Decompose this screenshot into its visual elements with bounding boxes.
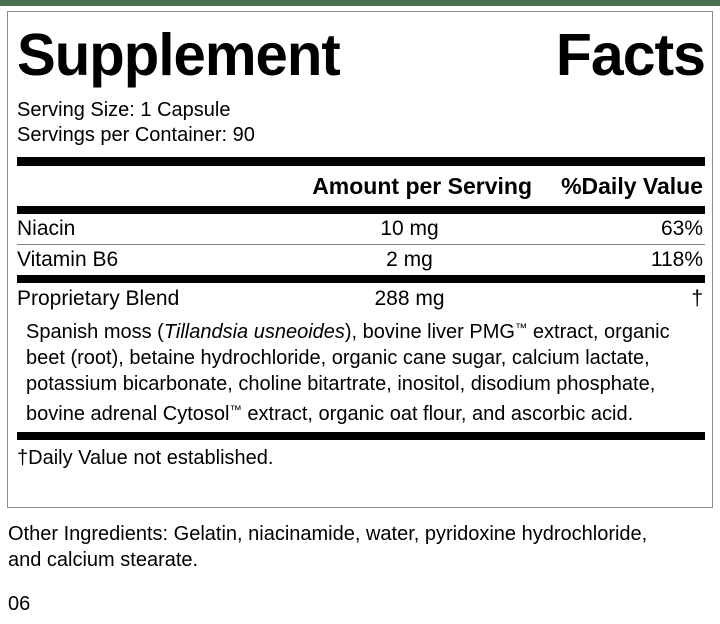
table-header-row: Amount per Serving %Daily Value: [17, 166, 705, 206]
blend-text-e: extract, organic oat flour, and ascorbic…: [241, 403, 634, 426]
serving-info: Serving Size: 1 Capsule Servings per Con…: [17, 98, 705, 148]
blend-amount: 288 mg: [374, 287, 445, 310]
blend-ingredients-line-3: potassium bicarbonate, choline bitartrat…: [26, 373, 656, 396]
supplement-facts-panel: Supplement Facts Serving Size: 1 Capsule…: [7, 11, 713, 508]
nutrient-daily-value: 63%: [660, 217, 703, 240]
blend-daily-value-dagger: †: [691, 287, 703, 310]
table-row: Vitamin B6 2 mg 118%: [17, 245, 705, 275]
blend-text-b: ), bovine liver PMG: [344, 321, 515, 344]
header-cell-amount: Amount per Serving: [312, 173, 532, 199]
rule-between-nutrients: [17, 244, 705, 245]
page-title: Supplement Facts: [17, 12, 706, 88]
nutrient-name: Vitamin B6: [17, 248, 119, 271]
rule-below-blend: [17, 432, 705, 441]
page-number: 06: [8, 593, 31, 615]
title-word-supplement: Supplement: [17, 22, 341, 88]
servings-per-container-line: Servings per Container: 90: [17, 124, 255, 146]
supplement-facts-content: Supplement Facts Serving Size: 1 Capsule…: [17, 12, 706, 507]
top-green-band: [0, 0, 720, 6]
table-row: Niacin 10 mg 63%: [17, 214, 705, 244]
spacer-above-header-rule: [17, 148, 705, 157]
title-word-facts: Facts: [555, 22, 706, 88]
nutrient-amount: 2 mg: [386, 248, 433, 271]
blend-ingredients-line-1: Spanish moss (Tillandsia usneoides), bov…: [17, 315, 705, 345]
blend-text-d: bovine adrenal Cytosol: [26, 403, 230, 426]
other-ingredients: Other Ingredients: Gelatin, niacinamide,…: [8, 521, 708, 573]
blend-ingredients-line-4: bovine adrenal Cytosol™ extract, organic…: [17, 397, 705, 427]
blend-name: Proprietary Blend: [17, 287, 180, 310]
serving-size-line: Serving Size: 1 Capsule: [17, 99, 231, 121]
nutrient-daily-value: 118%: [650, 248, 703, 271]
blend-text-c: extract, organic: [527, 321, 670, 344]
proprietary-blend-row: Proprietary Blend 288 mg †: [17, 283, 705, 315]
other-ingredients-line-1: Other Ingredients: Gelatin, niacinamide,…: [8, 523, 648, 545]
nutrient-amount: 10 mg: [380, 217, 439, 240]
rule-above-blend: [17, 275, 705, 283]
blend-text-a: Spanish moss (: [26, 321, 164, 344]
botanical-name-italic: Tillandsia usneoides: [163, 321, 345, 344]
blend-ingredients-line-2: beet (root), betaine hydrochloride, orga…: [26, 347, 650, 370]
header-cell-daily-value: %Daily Value: [561, 173, 703, 199]
trademark-icon: ™: [229, 403, 242, 418]
trademark-icon: ™: [514, 321, 528, 335]
nutrient-name: Niacin: [17, 217, 76, 240]
rule-below-header: [17, 206, 705, 214]
rule-above-header: [17, 157, 705, 166]
daily-value-footnote: †Daily Value not established.: [17, 447, 274, 470]
other-ingredients-line-2: and calcium stearate.: [8, 549, 199, 571]
